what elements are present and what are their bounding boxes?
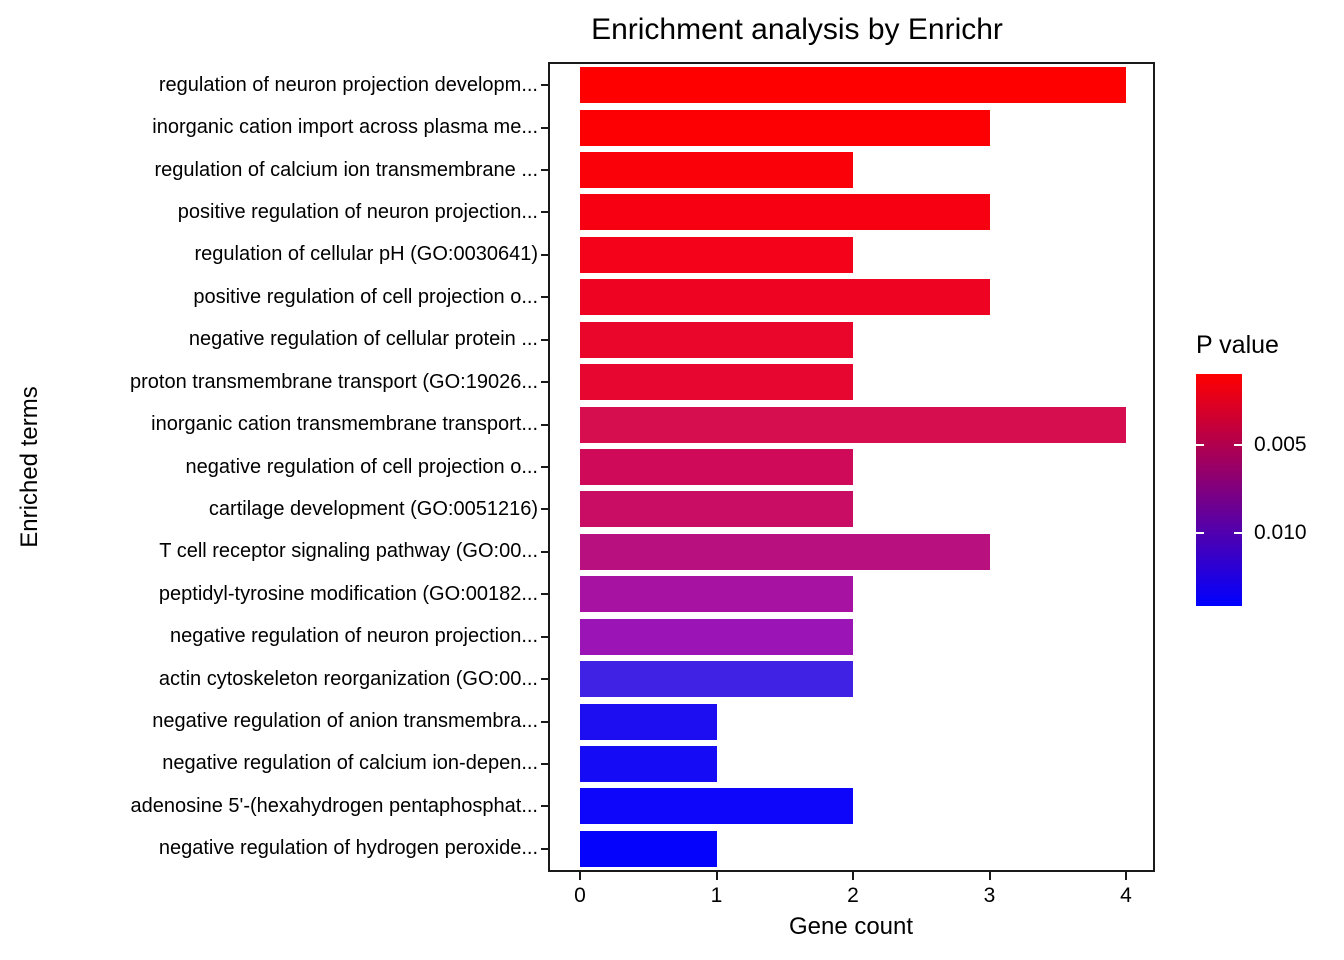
y-axis-tick-mark bbox=[541, 635, 548, 638]
bar-0 bbox=[580, 67, 1126, 104]
x-axis-tick-label: 1 bbox=[710, 884, 723, 907]
y-axis-category-label: negative regulation of anion transmembra… bbox=[152, 710, 538, 733]
legend-gradient-bar bbox=[1196, 374, 1242, 606]
x-axis-tick-label: 2 bbox=[847, 884, 859, 907]
y-axis-ticks bbox=[541, 0, 548, 960]
y-axis-category-label: negative regulation of cellular protein … bbox=[188, 328, 538, 351]
bar-15 bbox=[580, 703, 717, 740]
y-axis-category-label: regulation of neuron projection developm… bbox=[158, 73, 538, 96]
y-axis-tick-mark bbox=[541, 762, 548, 765]
y-axis-category-label: negative regulation of neuron projection… bbox=[169, 625, 538, 648]
x-axis-tick-mark bbox=[715, 872, 718, 880]
x-axis-tick-label: 4 bbox=[1120, 884, 1132, 907]
bar-12 bbox=[580, 576, 853, 613]
bar-14 bbox=[580, 661, 853, 698]
bar-6 bbox=[580, 321, 853, 358]
bar-2 bbox=[580, 152, 853, 189]
y-axis-tick-mark bbox=[541, 381, 548, 384]
bar-11 bbox=[580, 533, 990, 570]
legend-tick-mark bbox=[1234, 443, 1242, 446]
y-axis-tick-mark bbox=[541, 678, 548, 681]
y-axis-tick-mark bbox=[541, 550, 548, 553]
y-axis-tick-mark bbox=[541, 466, 548, 468]
x-axis-tick-label: 0 bbox=[574, 884, 586, 907]
x-axis-title: Gene count bbox=[788, 913, 914, 940]
bar-4 bbox=[580, 236, 853, 273]
y-axis-category-label: inorganic cation import across plasma me… bbox=[152, 116, 538, 139]
y-axis-category-label: negative regulation of cell projection o… bbox=[185, 455, 538, 478]
y-axis-category-label: actin cytoskeleton reorganization (GO:00… bbox=[158, 667, 538, 690]
bar-3 bbox=[580, 194, 990, 231]
y-axis-tick-mark bbox=[541, 253, 548, 256]
y-axis-category-label: regulation of cellular pH (GO:0030641) bbox=[194, 243, 538, 266]
x-axis-tick-mark bbox=[579, 872, 581, 880]
y-axis-tick-mark bbox=[541, 169, 548, 172]
bar-7 bbox=[580, 364, 853, 401]
bar-1 bbox=[580, 109, 990, 146]
y-axis-category-label: positive regulation of cell projection o… bbox=[193, 285, 538, 308]
legend-tick-mark bbox=[1196, 443, 1204, 446]
bar-9 bbox=[580, 449, 853, 485]
bar-17 bbox=[580, 788, 853, 825]
y-axis-tick-mark bbox=[541, 720, 548, 723]
y-axis-category-label: cartilage development (GO:0051216) bbox=[208, 497, 538, 520]
bar-18 bbox=[580, 830, 717, 867]
y-axis-category-label: peptidyl-tyrosine modification (GO:00182… bbox=[158, 582, 538, 605]
chart-title: Enrichment analysis by Enrichr bbox=[591, 13, 1003, 46]
bar-16 bbox=[580, 745, 717, 782]
y-axis-tick-mark bbox=[541, 423, 548, 426]
y-axis-category-label: negative regulation of hydrogen peroxide… bbox=[158, 837, 538, 860]
plot-panel bbox=[548, 62, 1155, 872]
y-axis-tick-mark bbox=[541, 847, 548, 850]
legend-tick-label: 0.010 bbox=[1254, 521, 1307, 545]
y-axis-tick-mark bbox=[541, 126, 548, 129]
y-axis-category-label: regulation of calcium ion transmembrane … bbox=[154, 158, 538, 181]
y-axis-category-label: inorganic cation transmembrane transport… bbox=[151, 413, 538, 436]
legend-tick-mark bbox=[1234, 532, 1242, 535]
legend-title: P value bbox=[1196, 331, 1279, 359]
y-axis-tick-mark bbox=[541, 211, 548, 214]
y-axis-tick-mark bbox=[541, 296, 548, 299]
y-axis-title: Enriched terms bbox=[16, 386, 43, 548]
y-axis-tick-mark bbox=[541, 805, 548, 808]
y-axis-category-label: adenosine 5'-(hexahydrogen pentaphosphat… bbox=[130, 794, 538, 817]
legend-tick-label: 0.005 bbox=[1254, 432, 1307, 456]
bar-5 bbox=[580, 279, 990, 316]
y-axis-category-label: T cell receptor signaling pathway (GO:00… bbox=[159, 540, 538, 563]
y-axis-category-label: proton transmembrane transport (GO:19026… bbox=[130, 370, 538, 393]
bar-8 bbox=[580, 406, 1126, 443]
x-axis-tick-mark bbox=[988, 872, 991, 880]
x-axis-tick-label: 3 bbox=[983, 884, 996, 907]
y-axis-tick-mark bbox=[541, 84, 548, 87]
bar-13 bbox=[580, 618, 853, 655]
y-axis-tick-mark bbox=[541, 508, 548, 511]
legend-tick-mark bbox=[1196, 532, 1204, 535]
y-axis-tick-mark bbox=[541, 593, 548, 596]
y-axis-category-labels: regulation of neuron projection developm… bbox=[60, 64, 538, 870]
bar-10 bbox=[580, 491, 853, 528]
x-axis-tick-mark bbox=[852, 872, 854, 880]
y-axis-category-label: negative regulation of calcium ion-depen… bbox=[162, 752, 538, 775]
x-axis-tick-mark bbox=[1125, 872, 1127, 880]
y-axis-category-label: positive regulation of neuron projection… bbox=[177, 200, 538, 223]
y-axis-tick-mark bbox=[541, 338, 548, 341]
